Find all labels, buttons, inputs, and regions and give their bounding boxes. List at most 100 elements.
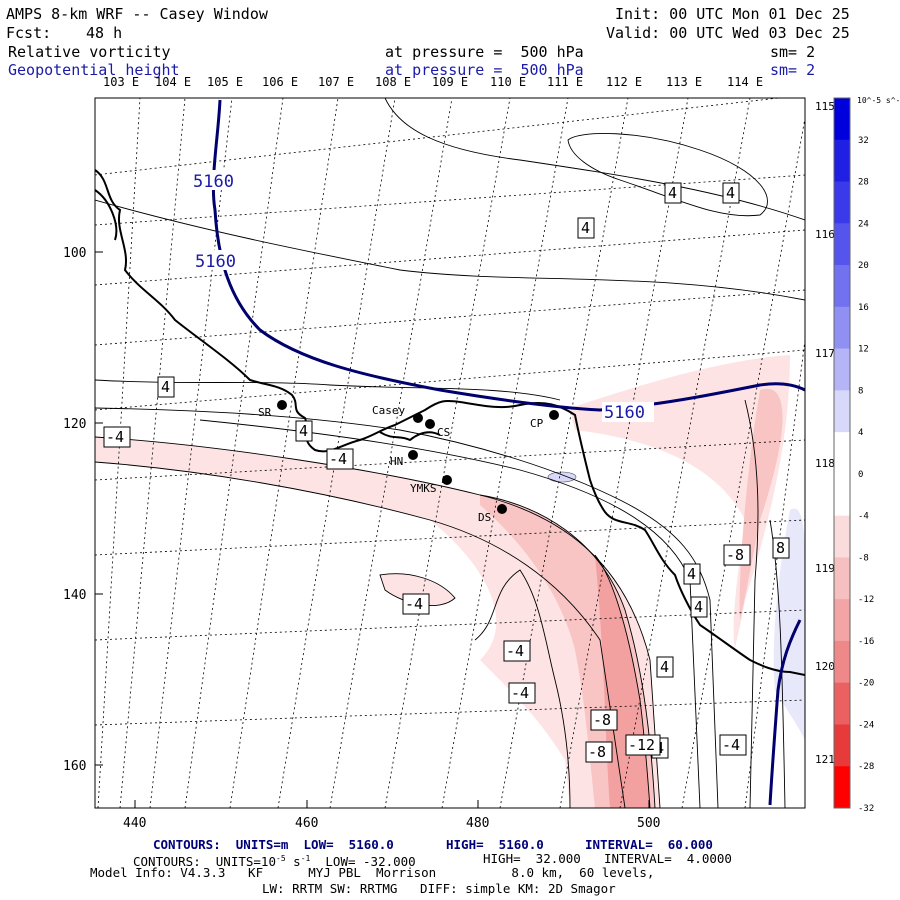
footer-vort-units: CONTOURS: UNITS=10 — [133, 854, 276, 870]
vort-label: -4 — [405, 595, 423, 613]
station-marker — [408, 450, 418, 460]
colorbar-swatch — [834, 557, 850, 600]
stations: SR Casey CS HN YMKS DS CP — [258, 400, 559, 524]
top-lon-label: 103 E — [103, 75, 140, 89]
colorbar-tick-label: -12 — [858, 595, 874, 605]
colorbar-tick-label: -4 — [858, 512, 869, 522]
forecast-value: 48 h — [86, 24, 123, 42]
vort-label: 4 — [660, 658, 669, 676]
vort-label: 4 — [299, 422, 308, 440]
vort-label: -4 — [329, 450, 347, 468]
colorbar: 32 28 24 20 16 12 8 4 0 -4 -8 -12 -16 -20 -24 -28 -32 — [833, 97, 874, 814]
top-lon-label: 114 E — [727, 75, 764, 89]
footer-height-high: HIGH= 5160.0 — [446, 837, 544, 852]
vorticity-shading-minus4-east — [570, 355, 790, 650]
height-label-bg — [190, 170, 240, 190]
x-axis-labels: 440 460 480 500 — [123, 816, 660, 831]
coastline-inlet — [379, 431, 441, 442]
top-lon-label: 111 E — [547, 75, 584, 89]
field2-name: Geopotential height — [8, 61, 180, 79]
station-label: SR — [258, 406, 272, 419]
top-lon-label: 105 E — [207, 75, 244, 89]
footer-vort-contours: CONTOURS: UNITS=10-5 s-1 LOW= -32.000 — [133, 852, 416, 869]
colorbar-tick-label: 16 — [858, 303, 869, 313]
colorbar-swatch — [834, 724, 850, 767]
colorbar-swatch — [834, 682, 850, 725]
footer-physics-info: LW: RRTM SW: RRTMG DIFF: simple KM: 2D S… — [262, 881, 616, 896]
init-time: Init: 00 UTC Mon 01 Dec 25 — [615, 5, 850, 23]
station-marker — [549, 410, 559, 420]
colorbar-swatch — [834, 306, 850, 350]
colorbar-swatch — [834, 473, 850, 517]
x-axis-label: 480 — [466, 816, 489, 831]
colorbar-swatch — [834, 348, 850, 391]
colorbar-tick-label: 20 — [858, 261, 869, 271]
colorbar-swatch — [834, 432, 850, 475]
colorbar-swatch — [834, 265, 850, 308]
latlon-grid — [95, 98, 805, 808]
colorbar-tick-label: -20 — [858, 679, 874, 689]
footer-height-contours: CONTOURS: UNITS=m LOW= 5160.0 — [153, 837, 394, 852]
station-marker — [497, 504, 507, 514]
colorbar-swatch — [834, 599, 850, 642]
colorbar-swatch — [834, 139, 850, 183]
vorticity-labels: 4 4 4 4 -4 4 -4 4 4 -8 8 -4 4 -4 4 -4 -8… — [103, 182, 790, 763]
footer-vort-low: LOW= -32.000 — [310, 854, 416, 870]
vorticity-shading-minus4-small — [380, 573, 455, 606]
y-axis-label: 160 — [63, 759, 86, 774]
station-label: CS — [437, 426, 450, 439]
colorbar-tick-label: 32 — [858, 136, 869, 146]
colorbar-tick-label: 12 — [858, 345, 869, 355]
colorbar-swatch — [834, 515, 850, 558]
colorbar-tick-label: -8 — [858, 553, 869, 563]
y-axis-labels: 100 120 140 160 — [63, 246, 86, 774]
vorticity-shading-plus4-small — [547, 471, 577, 483]
vort-label: 4 — [687, 565, 696, 583]
vort-label: -8 — [593, 711, 611, 729]
station-label: DS — [478, 511, 491, 524]
vort-label: 8 — [776, 539, 785, 557]
colorbar-frame — [833, 97, 851, 809]
y-axis-label: 100 — [63, 246, 86, 261]
field1-name: Relative vorticity — [8, 43, 171, 61]
vorticity-shading-plus4 — [773, 508, 805, 740]
station-label: CP — [530, 417, 544, 430]
height-contour-label: 5160 — [195, 252, 236, 272]
valid-time: Valid: 00 UTC Wed 03 Dec 25 — [606, 24, 850, 42]
field1-level: at pressure = 500 hPa — [385, 43, 584, 61]
axis-ticks — [95, 251, 650, 808]
coastline-west — [95, 189, 118, 241]
station-label: YMKS — [410, 482, 437, 495]
colorbar-tick-label: -16 — [858, 637, 874, 647]
x-axis-label: 460 — [295, 816, 318, 831]
vort-label: -8 — [726, 546, 744, 564]
vort-label: 4 — [581, 219, 590, 237]
height-contour-label: 5160 — [604, 403, 645, 423]
colorbar-swatch — [834, 390, 850, 433]
vort-label: -4 — [106, 428, 124, 446]
vort-label: -4 — [506, 642, 524, 660]
map-field-area: 5160 5160 5160 4 4 4 4 -4 4 -4 4 4 -8 8 … — [95, 98, 805, 808]
station-label: HN — [390, 455, 403, 468]
colorbar-unit: 10^-5 s^-1 — [857, 96, 900, 105]
top-lon-label: 107 E — [318, 75, 355, 89]
vort-label: 4 — [726, 184, 735, 202]
plot-title: AMPS 8-km WRF -- Casey Window — [6, 5, 268, 23]
colorbar-tick-label: 4 — [858, 428, 863, 438]
top-lon-label: 110 E — [490, 75, 527, 89]
vort-label: 4 — [668, 184, 677, 202]
colorbar-tick-label: 8 — [858, 386, 863, 396]
colorbar-swatch — [834, 98, 850, 141]
top-lon-label: 108 E — [375, 75, 412, 89]
map-frame — [94, 97, 806, 809]
footer-height-interval: INTERVAL= 60.000 — [585, 837, 713, 852]
vort-label: -8 — [588, 743, 606, 761]
height-label-bg — [192, 250, 242, 270]
colorbar-tick-label: -32 — [858, 804, 874, 814]
vort-label: -4 — [511, 684, 529, 702]
top-lon-label: 104 E — [155, 75, 192, 89]
footer-vort-exp2: -1 — [300, 854, 311, 863]
colorbar-swatch — [834, 223, 850, 266]
station-marker — [413, 413, 423, 423]
